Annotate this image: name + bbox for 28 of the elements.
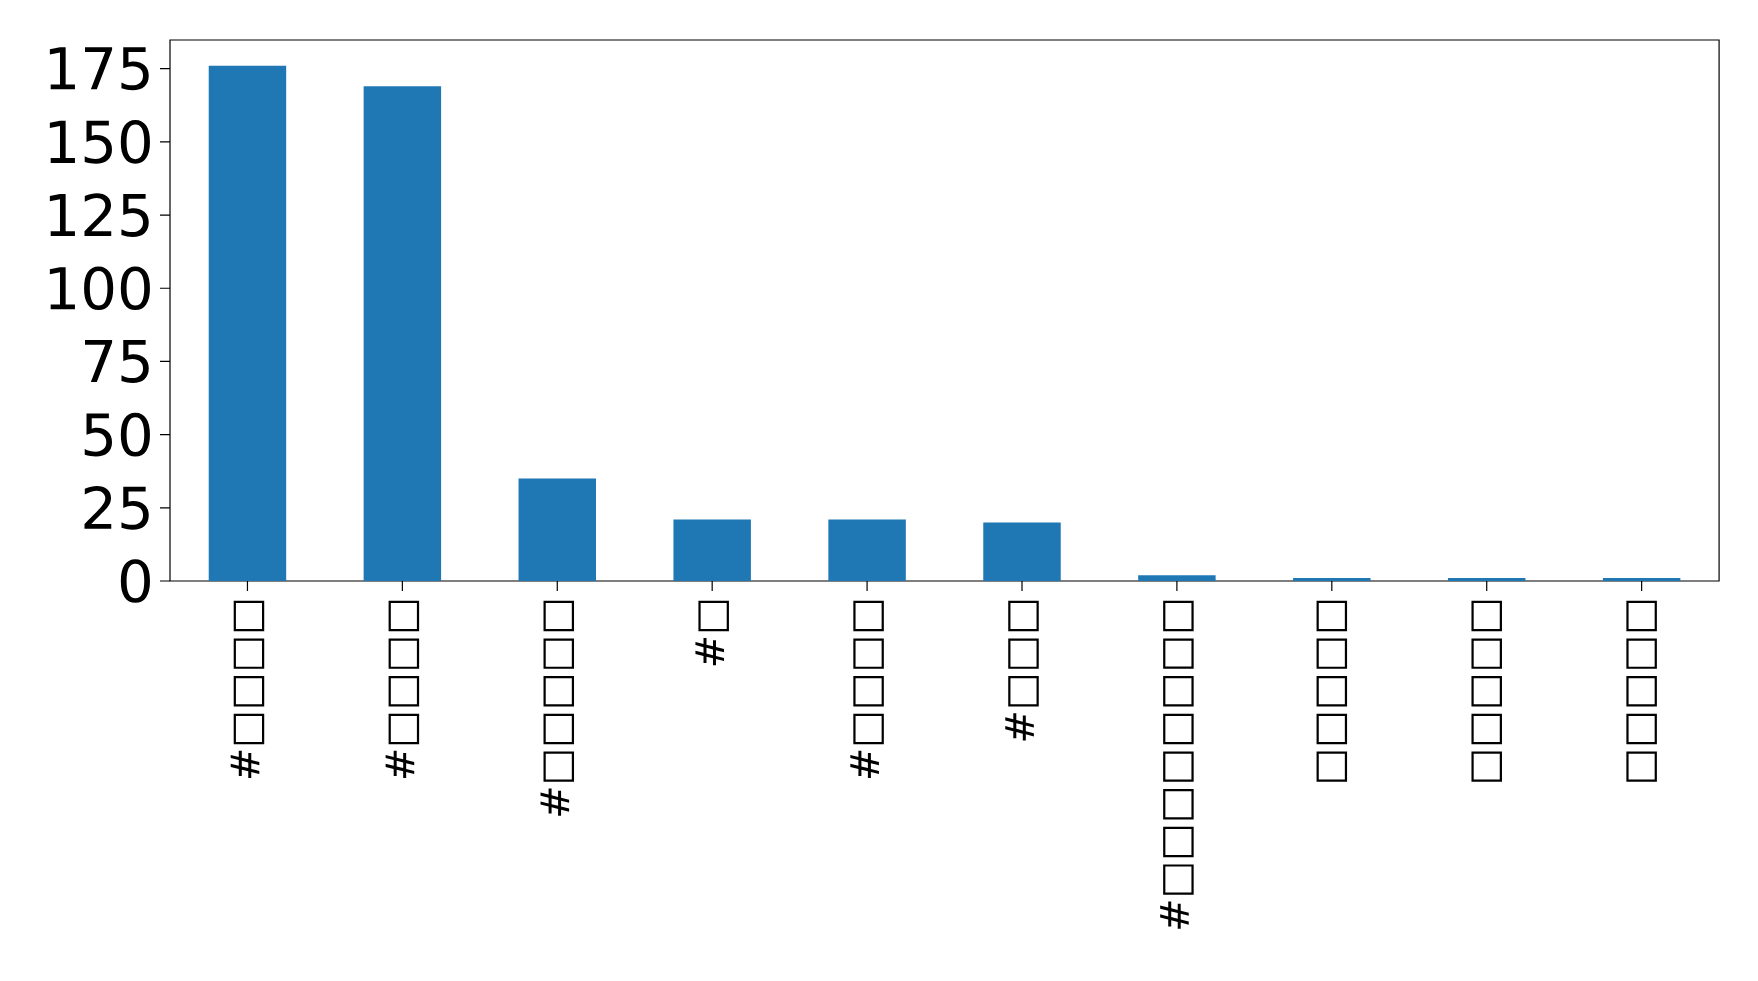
bar [1447, 578, 1526, 581]
y-tick-label: 175 [49, 47, 149, 91]
bar [1293, 578, 1371, 581]
bar [518, 478, 596, 581]
x-tick-label: #□□□□□□□□ [1160, 600, 1194, 929]
x-tick-label: □□□□□ [1471, 600, 1502, 782]
y-tick-label: 150 [49, 120, 150, 164]
bar [673, 519, 751, 581]
y-tick-label: 100 [49, 266, 150, 311]
y-tick-label: 50 [84, 412, 150, 457]
y-tick-label: 125 [49, 193, 149, 237]
bar [363, 86, 442, 581]
y-tick-label: 75 [85, 339, 149, 383]
bar [208, 65, 287, 581]
x-tick-label: #□□□□ [230, 600, 265, 779]
y-tick-label: 25 [84, 485, 149, 530]
x-tick-label: #□□□□□ [540, 600, 575, 816]
y-tick-label: 0 [120, 559, 150, 603]
bar [828, 519, 906, 581]
x-tick-label: □□□□□ [1316, 600, 1348, 782]
bar [1602, 578, 1681, 581]
x-tick-label: #□ [695, 600, 729, 666]
bar [1138, 575, 1216, 581]
x-tick-label: □□□□□ [1626, 600, 1657, 782]
x-tick-label: #□□□□ [850, 600, 884, 779]
x-tick-label: #□□□ [1005, 600, 1039, 741]
x-tick-label: #□□□□ [385, 600, 420, 779]
bar [983, 522, 1061, 581]
